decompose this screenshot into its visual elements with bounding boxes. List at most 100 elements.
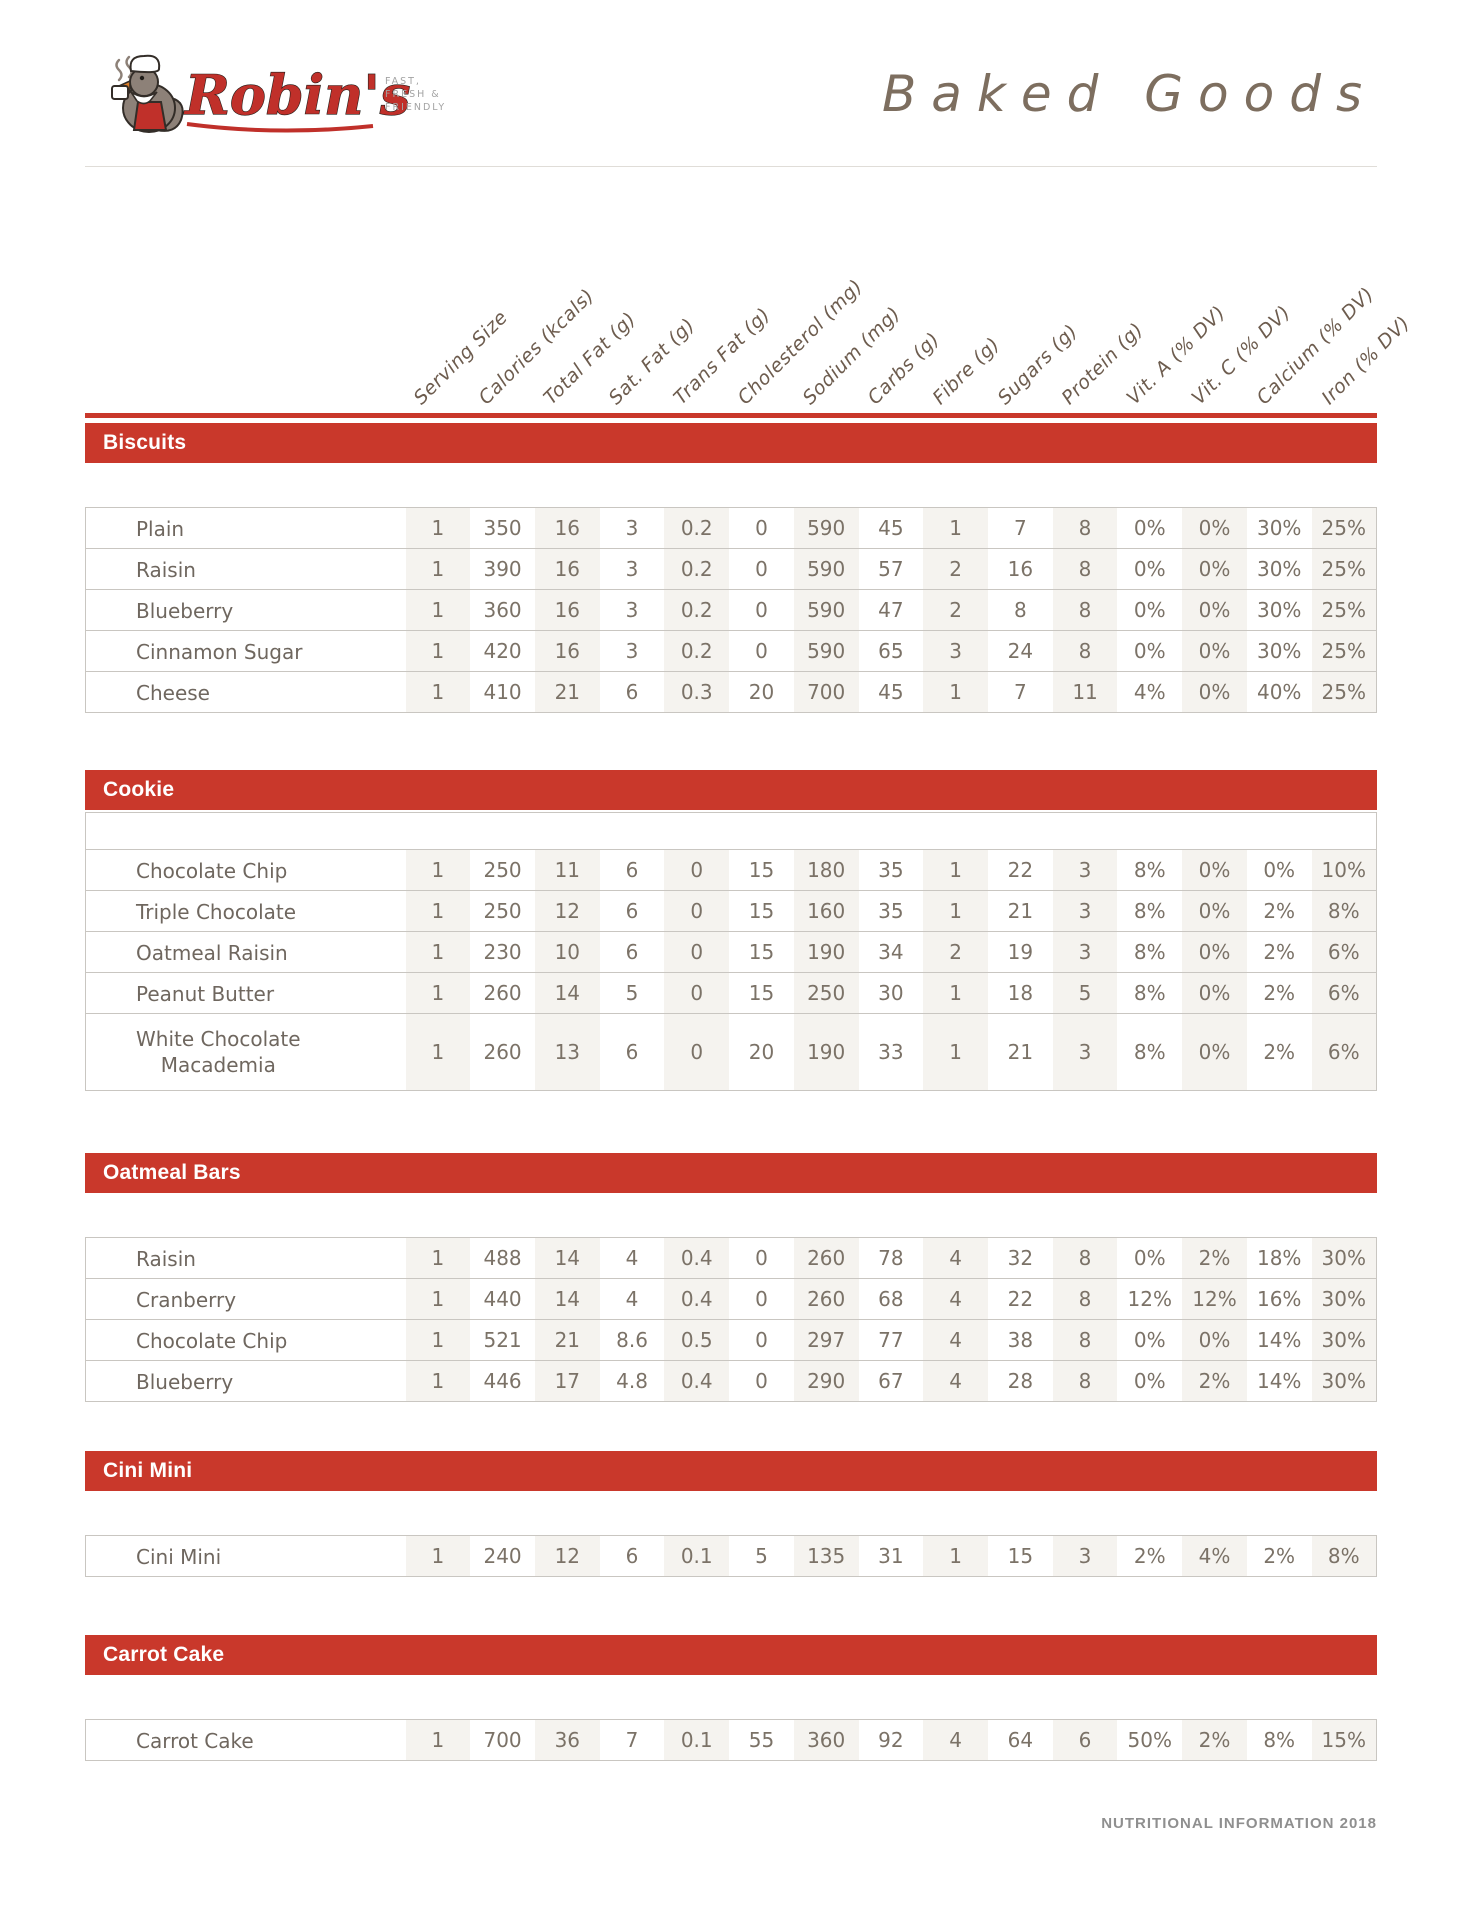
value-cell: 1 bbox=[405, 1278, 471, 1320]
row-label: Plain bbox=[136, 516, 185, 541]
value-cell: 0.2 bbox=[664, 548, 730, 590]
value-cell: 3 bbox=[1052, 849, 1118, 891]
value-cell: 3 bbox=[625, 639, 639, 663]
value-cell: 6 bbox=[625, 680, 639, 704]
value-cell: 1 bbox=[405, 548, 471, 590]
value-cell: 25% bbox=[1311, 589, 1377, 631]
value-cell: 12% bbox=[1127, 1287, 1172, 1311]
value-cell: 8 bbox=[1052, 507, 1118, 549]
value-cell: 8% bbox=[1133, 1040, 1166, 1064]
section-carrot-cake: Carrot Cake Carrot Cake 1 700 36 7 0.1 55 360 92 4… bbox=[85, 1635, 1377, 1761]
value-cell: 1 bbox=[405, 1535, 471, 1577]
value-cell: 590 bbox=[793, 589, 859, 631]
value-cell: 700 bbox=[793, 671, 859, 713]
value-cell: 16% bbox=[1256, 1287, 1302, 1311]
value-cell: 0 bbox=[755, 1287, 768, 1311]
table-row: Raisin 1 390 16 3 0.2 0 590 57 2 16 8 0% 0% 30% 25% bbox=[85, 548, 1377, 590]
row-label: Cinnamon Sugar bbox=[136, 639, 303, 664]
value-cell: 0.2 bbox=[664, 589, 730, 631]
value-cell: 5 bbox=[755, 1544, 768, 1568]
value-cell: 15 bbox=[1007, 1544, 1034, 1568]
value-cell: 6% bbox=[1311, 1013, 1377, 1091]
value-cell: 45 bbox=[878, 680, 904, 704]
row-label: Peanut Butter bbox=[136, 981, 275, 1006]
value-cell: 8.6 bbox=[616, 1328, 648, 1352]
value-cell: 16 bbox=[534, 548, 600, 590]
item-label-cell: Peanut Butter bbox=[86, 973, 406, 1014]
value-cell: 18 bbox=[1007, 981, 1034, 1005]
value-cell: 8% bbox=[1133, 899, 1166, 923]
value-cell: 250 bbox=[483, 899, 522, 923]
section-title: Oatmeal Bars bbox=[103, 1161, 241, 1184]
value-cell: 28 bbox=[1007, 1369, 1034, 1393]
value-cell: 0% bbox=[1133, 639, 1166, 663]
value-cell: 35 bbox=[878, 858, 904, 882]
value-cell: 590 bbox=[793, 548, 859, 590]
value-cell: 0.1 bbox=[664, 1535, 730, 1577]
value-cell: 0% bbox=[1182, 671, 1247, 713]
item-label-cell: Blueberry bbox=[86, 590, 406, 631]
value-cell: 4 bbox=[923, 1719, 988, 1761]
value-cell: 11 bbox=[1052, 671, 1118, 713]
value-cell: 446 bbox=[483, 1369, 522, 1393]
table-row: Cinnamon Sugar 1 420 16 3 0.2 0 590 65 3 24 8 0% 0% 30… bbox=[85, 630, 1377, 672]
table-row: Cini Mini 1 240 12 6 0.1 5 135 31 1 15 3 2% 4% 2% 8% bbox=[85, 1535, 1377, 1577]
value-cell: 14% bbox=[1256, 1328, 1302, 1352]
value-cell: 250 bbox=[483, 858, 522, 882]
section-cini-mini: Cini Mini Cini Mini 1 240 12 6 0.1 5 135 31 1 15 3 2%… bbox=[85, 1451, 1377, 1577]
value-cell: 0% bbox=[1182, 548, 1247, 590]
value-cell: 8 bbox=[1052, 1319, 1118, 1361]
row-label: Raisin bbox=[136, 557, 196, 582]
value-cell: 0.3 bbox=[664, 671, 730, 713]
value-cell: 1 bbox=[923, 1535, 988, 1577]
value-cell: 25% bbox=[1311, 507, 1377, 549]
value-cell: 290 bbox=[793, 1360, 859, 1402]
masthead: Robin's FAST, FRESH & FRIENDLY Baked Goo… bbox=[85, 0, 1377, 140]
logo-underline bbox=[186, 122, 374, 133]
row-label: Chocolate Chip bbox=[136, 1328, 288, 1353]
value-cell: 0% bbox=[1182, 507, 1247, 549]
value-cell: 1 bbox=[923, 1013, 988, 1091]
value-cell: 13 bbox=[534, 1013, 600, 1091]
value-cell: 8 bbox=[1052, 630, 1118, 672]
value-cell: 700 bbox=[483, 1728, 522, 1752]
table-row: Peanut Butter 1 260 14 5 0 15 250 30 1 18 5 8% 0% 2% 6% bbox=[85, 972, 1377, 1014]
row-label: Cheese bbox=[136, 680, 210, 705]
value-cell: 0% bbox=[1133, 516, 1166, 540]
value-cell: 64 bbox=[1007, 1728, 1034, 1752]
nutrition-table: Chocolate Chip 1 250 11 6 0 15 180 35 1 22 3 8% 0% 0% 1… bbox=[85, 812, 1377, 1091]
value-cell: 0 bbox=[755, 1246, 768, 1270]
value-cell: 260 bbox=[483, 1040, 522, 1064]
value-cell: 33 bbox=[878, 1040, 904, 1064]
item-label-cell: Cheese bbox=[86, 672, 406, 713]
value-cell: 4% bbox=[1182, 1535, 1247, 1577]
value-cell: 21 bbox=[534, 671, 600, 713]
table-row: Blueberry 1 446 17 4.8 0.4 0 290 67 4 28 8 0% 2% 14% 30… bbox=[85, 1360, 1377, 1402]
column-header: Calcium (% DV) bbox=[1252, 283, 1379, 409]
column-header: Cholesterol (mg) bbox=[733, 275, 868, 409]
value-cell: 21 bbox=[1007, 899, 1034, 923]
section-header-bar: Biscuits bbox=[85, 423, 1377, 463]
item-label-cell: Chocolate Chip bbox=[86, 850, 406, 891]
value-cell: 1 bbox=[923, 890, 988, 932]
nutrition-table: Raisin 1 488 14 4 0.4 0 260 78 4 32 8 0% 2% 18% 30% Cran… bbox=[85, 1237, 1377, 1402]
value-cell: 0 bbox=[755, 598, 768, 622]
value-cell: 8% bbox=[1263, 1728, 1296, 1752]
value-cell: 15% bbox=[1311, 1719, 1377, 1761]
table-row: Cranberry 1 440 14 4 0.4 0 260 68 4 22 8 12% 12% 16% 30… bbox=[85, 1278, 1377, 1320]
value-cell: 4 bbox=[923, 1360, 988, 1402]
value-cell: 10% bbox=[1311, 849, 1377, 891]
value-cell: 3 bbox=[1052, 890, 1118, 932]
value-cell: 8% bbox=[1133, 940, 1166, 964]
value-cell: 11 bbox=[534, 849, 600, 891]
value-cell: 22 bbox=[1007, 858, 1034, 882]
value-cell: 240 bbox=[483, 1544, 522, 1568]
value-cell: 8 bbox=[1052, 1360, 1118, 1402]
value-cell: 8% bbox=[1311, 890, 1377, 932]
value-cell: 25% bbox=[1311, 548, 1377, 590]
item-label-cell: Raisin bbox=[86, 1238, 406, 1279]
nutrition-table: Cini Mini 1 240 12 6 0.1 5 135 31 1 15 3 2% 4% 2% 8% bbox=[85, 1535, 1377, 1577]
value-cell: 1 bbox=[405, 1013, 471, 1091]
table-row: Carrot Cake 1 700 36 7 0.1 55 360 92 4 64 6 50% 2% 8% 1… bbox=[85, 1719, 1377, 1761]
